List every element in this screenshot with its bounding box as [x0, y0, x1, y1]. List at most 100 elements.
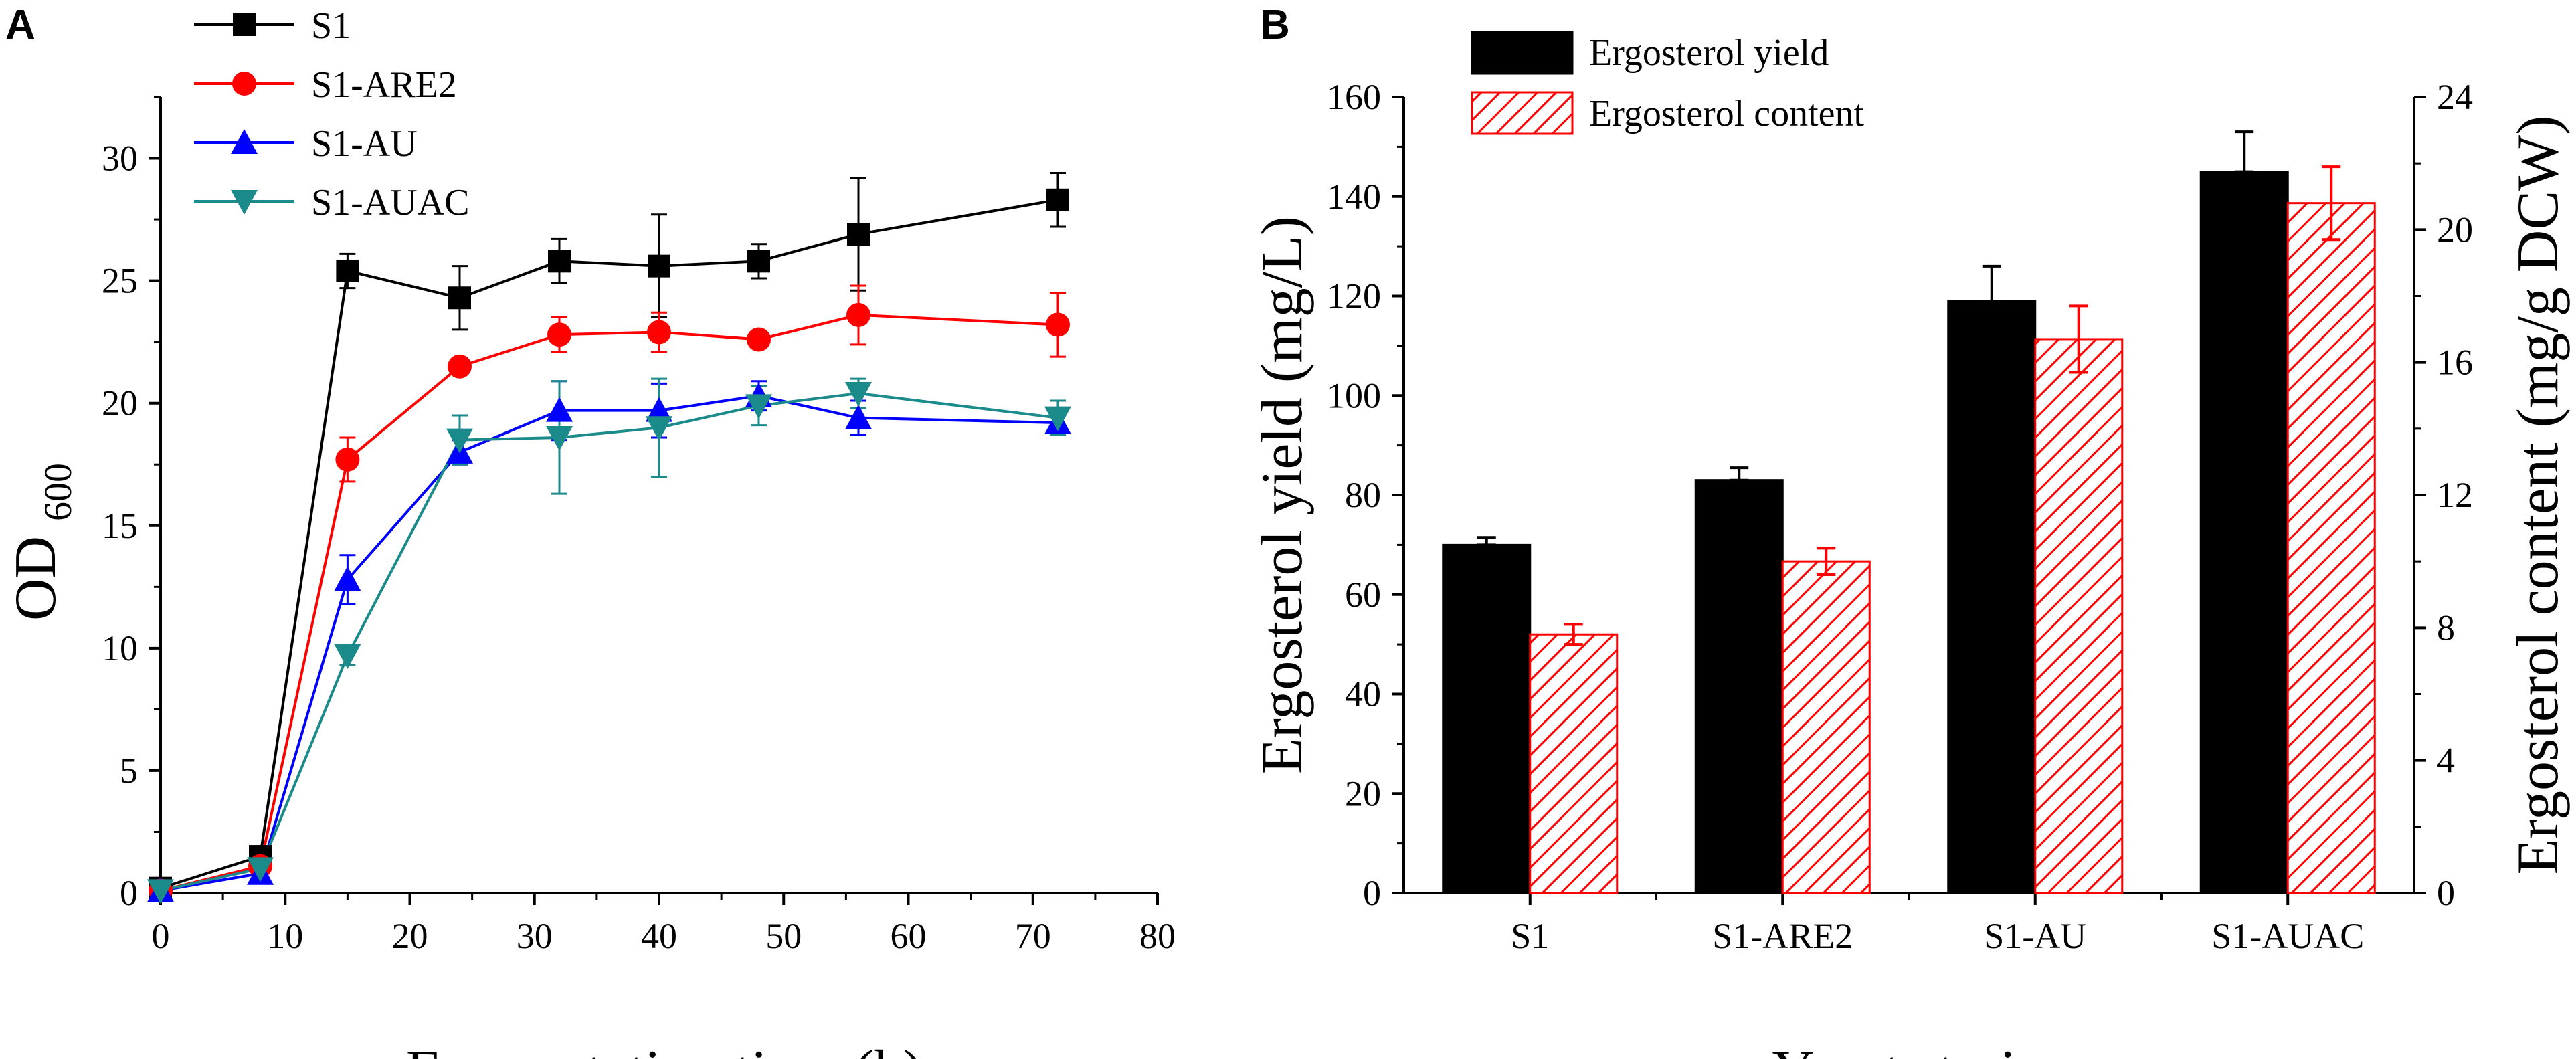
- data-point-s1: [648, 254, 670, 278]
- panel-a-x-tick-label: 40: [641, 916, 677, 956]
- legend-marker-s1-au: [231, 129, 258, 154]
- bar-ergosterol-yield: [2199, 171, 2289, 894]
- panel-b-legend: Ergosterol yield Ergosterol content: [1471, 31, 1865, 135]
- data-point-s1-au: [334, 566, 361, 591]
- panel-b-x-tick-label: S1-ARE2: [1712, 916, 1853, 956]
- data-point-s1-auac: [646, 416, 672, 442]
- panel-a-legend: S1 S1-ARE2 S1-AU S1-AUAC: [194, 5, 469, 223]
- data-point-s1: [847, 223, 870, 246]
- panel-a-y-tick-label: 5: [120, 751, 138, 791]
- panel-a-line-chart: A 0 10 20 30 40 50 60 70 80 0 5 10 15 20 25 30 S1 S1-ARE…: [3, 2, 1176, 1059]
- panel-b-left-y-tick-label: 100: [1327, 375, 1381, 415]
- legend-swatch-yield: [1471, 31, 1574, 75]
- legend-label: S1-AU: [311, 123, 418, 165]
- panel-b-left-y-tick-label: 40: [1345, 674, 1381, 714]
- panel-b-right-y-tick-label: 4: [2437, 741, 2455, 781]
- data-point-s1-auac: [845, 382, 872, 407]
- panel-a-y-tick-label: 0: [120, 873, 138, 913]
- data-point-s1: [448, 286, 471, 310]
- bar-ergosterol-content: [1529, 633, 1619, 894]
- panel-a-x-tick-label: 20: [392, 916, 428, 956]
- data-point-s1-are2: [1046, 312, 1070, 337]
- data-point-s1-are2: [547, 322, 571, 347]
- data-point-s1-are2: [747, 327, 771, 352]
- data-point-s1-au: [845, 404, 872, 429]
- panel-a-x-tick-label: 70: [1015, 916, 1051, 956]
- legend-label: Ergosterol content: [1589, 93, 1865, 134]
- panel-b-left-y-tick-label: 140: [1327, 177, 1381, 217]
- data-point-s1-au: [546, 397, 573, 422]
- series-line-s1-auac: [160, 392, 1059, 892]
- legend-label: S1-AUAC: [311, 182, 469, 223]
- panel-a-x-tick-label: 50: [765, 916, 802, 956]
- panel-a-y-tick-label: 15: [102, 506, 138, 546]
- panel-a-y-tick-label: 30: [102, 138, 138, 179]
- legend-marker-s1-are2: [232, 72, 256, 96]
- panel-a-letter: A: [5, 2, 35, 48]
- panel-b-x-tick-label: S1-AUAC: [2211, 916, 2364, 956]
- panel-b-right-y-tick-label: 0: [2437, 873, 2455, 913]
- panel-a-y-axis-label: OD 600: [3, 463, 80, 621]
- data-point-s1-auac: [147, 879, 174, 904]
- panel-b-left-y-axis-label: Ergosterol yield (mg/L): [1250, 216, 1315, 774]
- legend-label: S1: [311, 5, 351, 47]
- panel-b-x-axis-label: Yeast strains: [1772, 1039, 2068, 1059]
- data-point-s1-are2: [846, 302, 870, 327]
- data-point-s1-are2: [448, 354, 472, 379]
- bar-ergosterol-content: [2034, 338, 2124, 894]
- panel-a-x-tick-label: 30: [517, 916, 553, 956]
- panel-b-left-y-tick-label: 0: [1363, 873, 1381, 913]
- panel-a-y-tick-label: 10: [102, 628, 138, 668]
- data-point-s1-au: [646, 397, 672, 422]
- panel-a-x-tick-label: 0: [152, 916, 170, 956]
- panel-a-series-lines: [160, 198, 1059, 892]
- data-point-s1-auac: [247, 857, 274, 882]
- panel-b-right-y-tick-label: 20: [2437, 209, 2473, 250]
- panel-a-y-axis-label-sub: 600: [36, 463, 80, 521]
- data-point-s1-auac: [334, 644, 361, 669]
- panel-b-right-y-tick-label: 12: [2437, 475, 2473, 515]
- panel-a-x-tick-label: 80: [1139, 916, 1176, 956]
- bar-ergosterol-content: [1781, 560, 1871, 894]
- panel-a-y-tick-label: 20: [102, 383, 138, 423]
- legend-marker-s1-auac: [231, 190, 258, 215]
- panel-b-left-y-tick-label: 60: [1345, 575, 1381, 615]
- panel-b-right-y-axis-label: Ergosterol content (mg/g DCW): [2506, 116, 2571, 875]
- data-point-s1-auac: [446, 428, 473, 454]
- legend-label: S1-ARE2: [311, 64, 457, 106]
- panel-a-x-tick-label: 60: [891, 916, 927, 956]
- bar-ergosterol-yield: [1947, 300, 2037, 894]
- bar-ergosterol-content: [2286, 202, 2376, 894]
- panel-a-x-tick-label: 10: [267, 916, 303, 956]
- data-point-s1: [548, 250, 571, 273]
- data-point-s1-are2: [647, 320, 671, 345]
- series-line-s1-au: [160, 394, 1059, 892]
- panel-a-y-tick-label: 25: [102, 261, 138, 301]
- panel-b-right-y-tick-label: 8: [2437, 607, 2455, 648]
- panel-b-bars: [1442, 171, 2376, 894]
- panel-b-left-y-tick-label: 120: [1327, 276, 1381, 316]
- data-point-s1-auac: [1044, 406, 1071, 431]
- panel-b-left-y-tick-label: 20: [1345, 773, 1381, 813]
- bar-ergosterol-yield: [1442, 543, 1532, 894]
- legend-label: Ergosterol yield: [1589, 32, 1829, 74]
- panel-b-bar-chart: B 0 20 40 60 80 100 120 140 160 0 4 8 12 16 20 24 S1 S1-A…: [1250, 2, 2571, 1059]
- panel-b-left-y-tick-label: 160: [1327, 77, 1381, 117]
- bar-ergosterol-yield: [1694, 479, 1784, 894]
- panel-b-x-tick-label: S1: [1511, 916, 1549, 956]
- panel-a-x-axis-label: Fermentation time (h): [406, 1039, 923, 1059]
- panel-a-y-axis-label-main: OD: [3, 536, 68, 621]
- panel-a-error-bars: [153, 172, 1066, 894]
- panel-a-axes: 0 10 20 30 40 50 60 70 80 0 5 10 15 20 25 30: [102, 96, 1176, 956]
- panel-b-right-y-tick-label: 24: [2437, 77, 2473, 117]
- legend-swatch-content: [1471, 91, 1574, 135]
- panel-b-right-y-tick-label: 16: [2437, 343, 2473, 383]
- data-point-s1: [1046, 188, 1069, 211]
- svg-text:OD 600: OD 600: [3, 463, 80, 621]
- panel-b-error-bars: [1477, 130, 2341, 646]
- panel-a-markers: [147, 188, 1071, 904]
- data-point-s1: [336, 259, 359, 282]
- panel-b-x-tick-label: S1-AU: [1984, 916, 2086, 956]
- data-point-s1-auac: [745, 394, 772, 419]
